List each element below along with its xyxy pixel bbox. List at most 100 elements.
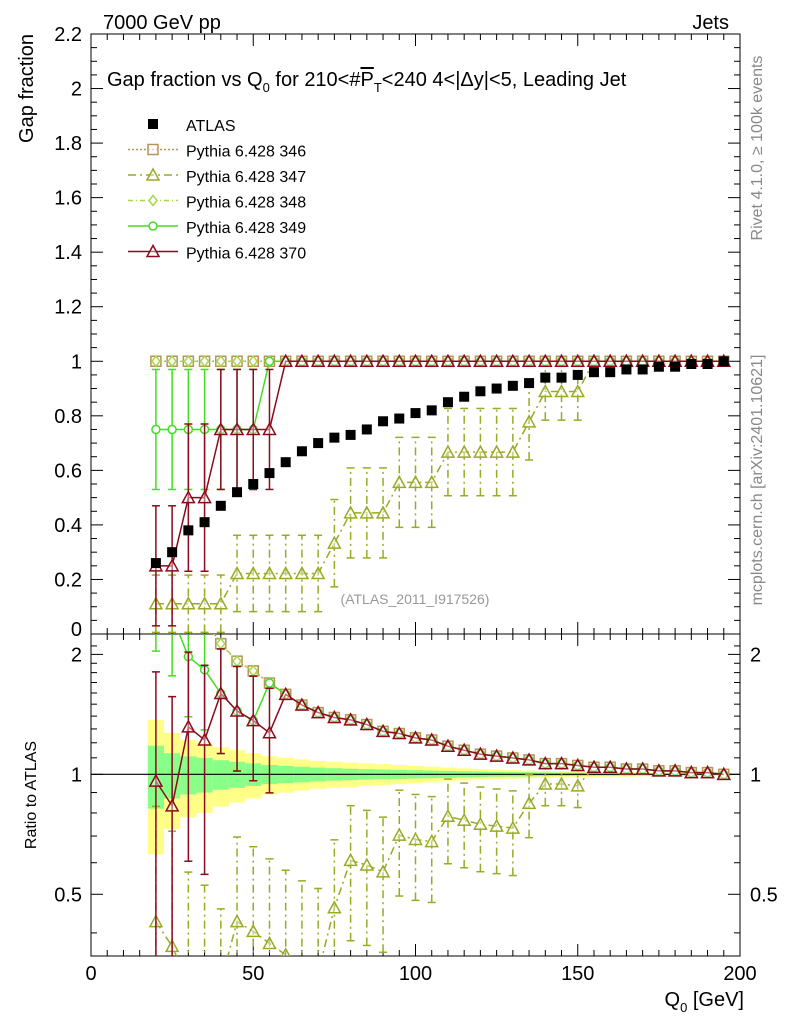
data-point (245, 421, 261, 436)
atlas-point (507, 380, 518, 391)
atlas-point (605, 367, 616, 378)
data-point (197, 490, 212, 504)
legend-marker-atlas (148, 119, 158, 129)
data-point (294, 565, 310, 580)
data-point (505, 444, 521, 458)
ratio-point (197, 732, 212, 746)
header-energy: 7000 GeV pp (103, 12, 221, 34)
x-tick-label: 150 (561, 963, 594, 985)
data-point (164, 558, 180, 572)
ratio-tick-label: 2 (71, 644, 82, 666)
atlas-point (702, 359, 713, 369)
x-axis-title: Q0 [GeV] (665, 989, 745, 1015)
series-3 (151, 356, 729, 491)
legend-marker (145, 167, 161, 181)
data-point (375, 505, 391, 519)
data-point (408, 353, 423, 368)
data-point (554, 353, 569, 368)
data-point (456, 353, 472, 368)
data-point (359, 505, 375, 519)
ratio-point (570, 778, 586, 792)
ratio-point (505, 820, 521, 834)
atlas-point (150, 558, 161, 569)
atlas-point (442, 397, 453, 408)
ratio-point (505, 750, 521, 764)
ratio-point (408, 730, 423, 744)
data-point (359, 353, 375, 368)
atlas-point (232, 487, 243, 498)
legend-marker (145, 243, 161, 258)
data-point (262, 421, 277, 436)
plot-title: Gap fraction vs Q0 for 210<#PT<240 4<|Δy… (107, 69, 627, 95)
ratio-point (215, 1018, 227, 1024)
legend-label: Pythia 6.428 349 (186, 220, 306, 237)
data-point (505, 353, 521, 368)
band-inner (212, 760, 229, 790)
ratio-point (310, 705, 326, 719)
ratio-point (554, 756, 569, 770)
ratio-point (343, 712, 358, 726)
data-point (392, 474, 407, 489)
data-point (213, 596, 229, 610)
ratio-tick-label: 0.5 (54, 884, 82, 906)
y-tick-label: 0.6 (54, 460, 82, 482)
ratio-point (684, 765, 699, 779)
atlas-point (426, 405, 437, 416)
ratio-plot: 0 50 100 150 200 0.5 0.5 1 1 2 2 (54, 633, 778, 1024)
data-point (151, 424, 161, 435)
legend-label: Pythia 6.428 370 (186, 246, 306, 263)
ratio-tick-label: 0.5 (750, 884, 778, 906)
data-point (245, 565, 261, 580)
atlas-point (248, 479, 259, 489)
data-point (375, 353, 391, 368)
atlas-point (280, 457, 291, 468)
ratio-series-4 (148, 648, 732, 956)
ratio-point (262, 935, 277, 950)
ratio-point (586, 759, 602, 774)
ratio-point (440, 738, 456, 752)
ratio-point (456, 812, 472, 827)
legend-label: Pythia 6.428 348 (186, 195, 306, 212)
ratio-point (489, 748, 504, 762)
legend-label-atlas: ATLAS (186, 118, 236, 135)
atlas-point (637, 364, 648, 375)
data-point (232, 355, 242, 368)
data-point (392, 353, 407, 368)
ratio-point (570, 757, 586, 772)
rivet-label: Rivet 4.1.0, ≥ 100k events (749, 56, 766, 241)
data-point (570, 383, 586, 398)
y-tick-label: 1.2 (54, 297, 82, 319)
data-point (278, 565, 293, 580)
atlas-point (345, 429, 356, 440)
ratio-point (294, 697, 310, 711)
data-point (327, 353, 342, 368)
ratio-point (538, 776, 553, 790)
y-axis-title: Gap fraction (16, 34, 38, 143)
ratio-tick-label: 1 (71, 764, 82, 786)
analysis-label: (ATLAS_2011_I917526) (341, 591, 490, 607)
atlas-point (264, 468, 275, 479)
ratio-point (408, 831, 423, 846)
y-tick-label: 0.8 (54, 406, 82, 428)
ratio-point (375, 723, 391, 738)
data-point (229, 565, 245, 580)
data-point (310, 353, 326, 368)
ratio-bands (147, 719, 732, 855)
ratio-point (375, 864, 391, 878)
ratio-point (392, 725, 407, 740)
atlas-point (199, 517, 210, 528)
mcplots-label: mcplots.cern.ch [arXiv:2401.10621] (749, 355, 766, 606)
ratio-point (262, 725, 277, 739)
data-point (521, 414, 537, 428)
ratio-series-line (178, 634, 724, 776)
data-point (570, 353, 586, 368)
data-point (310, 565, 326, 580)
ratio-point (489, 818, 504, 832)
data-point (440, 444, 456, 458)
y-tick-label: 1.4 (54, 242, 82, 264)
ratio-point (213, 685, 229, 700)
data-point (408, 474, 423, 489)
x-tick-label: 100 (399, 963, 432, 985)
ratio-point (521, 795, 537, 810)
atlas-point (313, 438, 324, 449)
